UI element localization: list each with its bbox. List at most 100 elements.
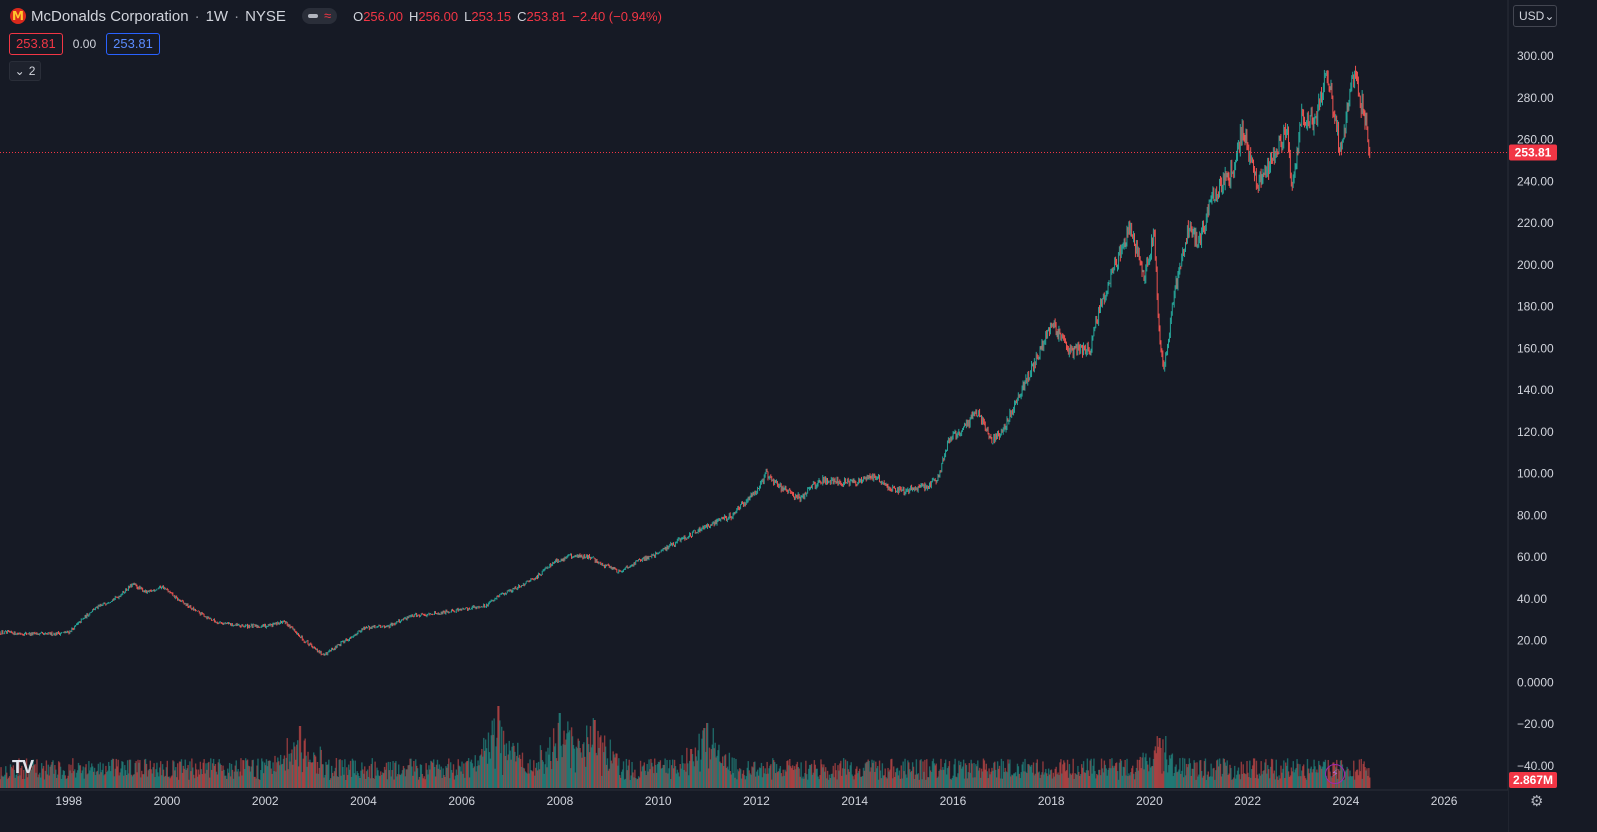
volume-bar <box>1044 772 1046 788</box>
lightning-icon[interactable]: ⚡ <box>1325 764 1345 784</box>
volume-bar <box>668 768 670 788</box>
volume-bar <box>438 764 441 788</box>
time-axis-bg[interactable] <box>0 790 1508 832</box>
volume-bar <box>911 762 914 788</box>
volume-bar <box>1271 759 1274 788</box>
volume-bar <box>776 772 779 788</box>
indicators-toggle-button[interactable]: ⌄ 2 <box>9 61 41 81</box>
volume-bar <box>80 773 83 788</box>
volume-bar <box>142 774 144 788</box>
volume-bar <box>1251 765 1254 788</box>
volume-bar <box>952 775 954 788</box>
volume-bar <box>297 766 300 788</box>
volume-bar <box>424 779 426 788</box>
volume-bar <box>1233 777 1235 788</box>
volume-bar <box>640 771 643 788</box>
volume-bar <box>944 763 946 788</box>
volume-bar <box>828 774 831 788</box>
volume-bar <box>315 773 318 788</box>
volume-bar <box>1127 776 1129 788</box>
volume-bar <box>893 766 895 788</box>
volume-bar <box>1052 772 1055 788</box>
volume-bar <box>763 773 766 788</box>
volume-bar <box>282 758 285 788</box>
tradingview-logo-icon[interactable]: TV <box>12 757 34 777</box>
volume-bar <box>512 742 514 788</box>
volume-bar <box>877 779 880 788</box>
volume-badge[interactable] <box>1509 772 1557 788</box>
volume-bar <box>932 758 935 788</box>
mcdonalds-logo-icon: M <box>10 8 26 24</box>
volume-bar <box>270 768 272 788</box>
volume-bar <box>170 776 172 788</box>
volume-bar <box>784 769 786 788</box>
volume-bar <box>481 748 483 788</box>
volume-bar <box>1206 774 1209 788</box>
volume-bar <box>799 776 801 788</box>
volume-bar <box>1059 762 1061 788</box>
volume-bar <box>332 776 335 788</box>
volume-bar <box>1024 758 1026 788</box>
legend-actions[interactable]: ≈ <box>301 8 338 24</box>
volume-bar <box>820 759 822 788</box>
volume-bar <box>718 744 720 788</box>
volume-bar <box>1296 759 1298 788</box>
volume-bar <box>1085 770 1088 788</box>
volume-bar <box>1050 769 1053 788</box>
volume-bar <box>957 773 959 788</box>
volume-bar <box>1244 773 1246 788</box>
volume-bar <box>452 764 455 788</box>
volume-bar <box>1071 773 1073 788</box>
volume-bar <box>378 775 380 788</box>
interval-label[interactable]: 1W <box>205 7 229 25</box>
volume-bar <box>289 761 291 788</box>
volume-bar <box>434 776 437 788</box>
volume-bar <box>695 756 697 788</box>
volume-bar <box>1117 779 1120 788</box>
last-price-badge[interactable] <box>1509 144 1557 161</box>
volume-bar <box>836 779 838 788</box>
volume-bar <box>857 773 859 788</box>
volume-bar <box>41 768 44 788</box>
volume-bar <box>1184 775 1187 788</box>
volume-bar <box>77 762 80 788</box>
volume-bar <box>553 746 556 788</box>
currency-select[interactable]: USD ⌄ <box>1513 5 1557 27</box>
volume-bar <box>290 753 292 788</box>
volume-bar <box>446 767 448 788</box>
volume-bar <box>1072 758 1074 788</box>
volume-bar <box>1053 776 1056 788</box>
gear-icon[interactable]: ⚙ <box>1530 793 1544 810</box>
volume-bar <box>889 769 891 788</box>
volume-bar <box>108 761 110 788</box>
volume-bar <box>277 757 279 788</box>
volume-bar <box>219 763 221 788</box>
volume-bar <box>1119 759 1122 788</box>
volume-bar <box>401 770 404 788</box>
sell-button[interactable]: 253.81 <box>9 33 63 55</box>
volume-bar <box>716 755 718 788</box>
volume-bar <box>686 747 688 788</box>
volume-bar <box>458 765 460 788</box>
symbol-title[interactable]: McDonalds Corporation <box>31 7 189 25</box>
buy-button[interactable]: 253.81 <box>106 33 160 55</box>
volume-bar <box>634 769 636 788</box>
volume-bar <box>876 766 879 788</box>
volume-bar <box>417 779 420 788</box>
volume-bar <box>74 777 77 788</box>
volume-bar <box>245 758 247 788</box>
compare-wave-icon[interactable]: ≈ <box>323 8 332 23</box>
volume-bar <box>1094 771 1096 788</box>
price-axis-bg[interactable] <box>1508 0 1597 832</box>
volume-bar <box>162 769 165 788</box>
volume-bar <box>391 769 393 788</box>
volume-bar <box>822 767 824 788</box>
eye-icon[interactable] <box>307 14 318 18</box>
volume-bar <box>483 737 485 788</box>
volume-bar <box>459 766 461 788</box>
volume-bar <box>779 766 782 788</box>
volume-bar <box>759 768 762 788</box>
volume-bar <box>1197 776 1199 788</box>
volume-bar <box>381 772 384 788</box>
